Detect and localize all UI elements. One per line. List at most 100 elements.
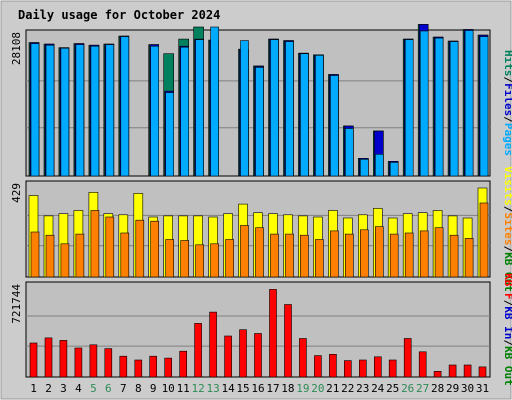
legend-item: KB F bbox=[502, 273, 512, 300]
bar-pages bbox=[479, 36, 489, 177]
x-tick-label: 24 bbox=[371, 382, 385, 395]
bar-kbf bbox=[299, 338, 307, 378]
bar-pages bbox=[464, 30, 474, 177]
bar-kbf bbox=[104, 348, 113, 378]
x-tick-label: 8 bbox=[135, 382, 142, 395]
legend-separator: / bbox=[502, 300, 512, 307]
bar-sites bbox=[464, 238, 474, 278]
x-tick-label: 3 bbox=[60, 382, 67, 395]
x-tick-label: 29 bbox=[446, 382, 459, 395]
bar-pages bbox=[449, 41, 459, 177]
bar-sites bbox=[120, 232, 130, 278]
x-tick-label: 23 bbox=[356, 382, 369, 395]
legend-item: Files bbox=[502, 83, 512, 116]
x-tick-label: 13 bbox=[206, 382, 219, 395]
x-tick-label: 12 bbox=[191, 382, 204, 395]
bar-sites bbox=[180, 240, 189, 278]
x-tick-label: 7 bbox=[120, 382, 127, 395]
x-tick-label: 19 bbox=[296, 382, 309, 395]
bar-sites bbox=[150, 220, 159, 278]
bar-sites bbox=[270, 233, 279, 278]
legend-item: Pages bbox=[502, 123, 512, 156]
bar-sites bbox=[45, 234, 55, 278]
bar-kbf bbox=[343, 360, 352, 378]
bar-kbf bbox=[448, 364, 457, 378]
bar-sites bbox=[330, 230, 339, 278]
x-tick-label: 10 bbox=[162, 382, 175, 395]
bar-pages bbox=[90, 45, 100, 177]
bar-sites bbox=[389, 233, 399, 278]
bar-sites bbox=[359, 229, 369, 278]
legend-separator: / bbox=[502, 339, 512, 346]
bar-sites bbox=[434, 227, 444, 278]
bar-pages bbox=[180, 46, 189, 177]
legend-item: Visits bbox=[502, 166, 512, 206]
bar-sites bbox=[210, 243, 219, 278]
x-tick-label: 26 bbox=[401, 382, 414, 395]
x-tick-label: 31 bbox=[476, 382, 489, 395]
bar-kbf bbox=[269, 289, 277, 378]
bar-kbf bbox=[433, 370, 442, 378]
bar-pages bbox=[419, 30, 429, 177]
x-tick-labels: 1 2 3 4 5 6 7 8 9 10 11 12 13 14 15 16 17 18 19 20 21 22 23 24 2… bbox=[30, 382, 489, 395]
x-tick-label: 28 bbox=[431, 382, 444, 395]
bar-pages bbox=[210, 26, 219, 177]
x-tick-label: 22 bbox=[341, 382, 354, 395]
bar-sites bbox=[374, 226, 384, 278]
bar-sites bbox=[419, 230, 429, 278]
bar-pages bbox=[105, 44, 115, 177]
x-tick-label: 11 bbox=[177, 382, 190, 395]
bar-pages bbox=[120, 36, 130, 177]
bar-kbf bbox=[254, 333, 262, 378]
y-max-label-visits: 429 bbox=[10, 183, 23, 203]
x-tick-label: 16 bbox=[251, 382, 264, 395]
x-tick-label: 25 bbox=[386, 382, 399, 395]
x-tick-label: 2 bbox=[45, 382, 52, 395]
bar-kbf bbox=[89, 344, 98, 378]
x-tick-label: 17 bbox=[266, 382, 279, 395]
bar-pages bbox=[195, 39, 204, 177]
bar-pages bbox=[404, 39, 414, 177]
bar-sites bbox=[195, 244, 204, 278]
bar-pages bbox=[75, 44, 85, 177]
legend-separator: / bbox=[502, 116, 512, 123]
bar-sites bbox=[75, 233, 85, 278]
x-tick-label: 5 bbox=[90, 382, 97, 395]
bar-kbf bbox=[373, 356, 382, 378]
bar-kbf bbox=[403, 338, 412, 378]
legend-separator: / bbox=[502, 246, 512, 253]
legend-item: Sites bbox=[502, 212, 512, 245]
bar-kbf bbox=[134, 359, 143, 378]
bar-sites bbox=[225, 239, 234, 278]
bar-pages bbox=[434, 37, 444, 177]
y-max-label-hits: 28108 bbox=[10, 32, 23, 65]
bar-kbf bbox=[478, 366, 487, 378]
bar-pages bbox=[344, 128, 354, 177]
bar-pages bbox=[45, 44, 55, 177]
bar-kbf bbox=[44, 337, 53, 378]
bar-pages bbox=[60, 47, 70, 177]
bar-sites bbox=[135, 219, 145, 278]
bar-pages bbox=[255, 67, 264, 177]
bar-kbf bbox=[418, 351, 427, 378]
x-tick-label: 14 bbox=[221, 382, 235, 395]
bar-pages bbox=[270, 39, 279, 177]
legend-kb: KB F/KB In/KB Out bbox=[502, 273, 512, 386]
bar-sites bbox=[105, 216, 115, 278]
bar-kbf bbox=[149, 355, 157, 378]
bar-kbf bbox=[224, 335, 232, 378]
bar-pages bbox=[30, 43, 40, 177]
bar-kbf bbox=[194, 323, 202, 378]
bar-kbf bbox=[388, 359, 397, 378]
bar-sites bbox=[240, 225, 249, 278]
bar-kbf bbox=[164, 357, 172, 378]
bar-sites bbox=[60, 243, 70, 278]
bar-kbf bbox=[29, 342, 38, 378]
bar-sites bbox=[285, 233, 294, 278]
legend-visits: Visits/Sites/KB Out bbox=[502, 166, 512, 292]
bar-pages bbox=[165, 92, 174, 177]
legend-hits: Hits/Files/Pages bbox=[502, 50, 512, 156]
